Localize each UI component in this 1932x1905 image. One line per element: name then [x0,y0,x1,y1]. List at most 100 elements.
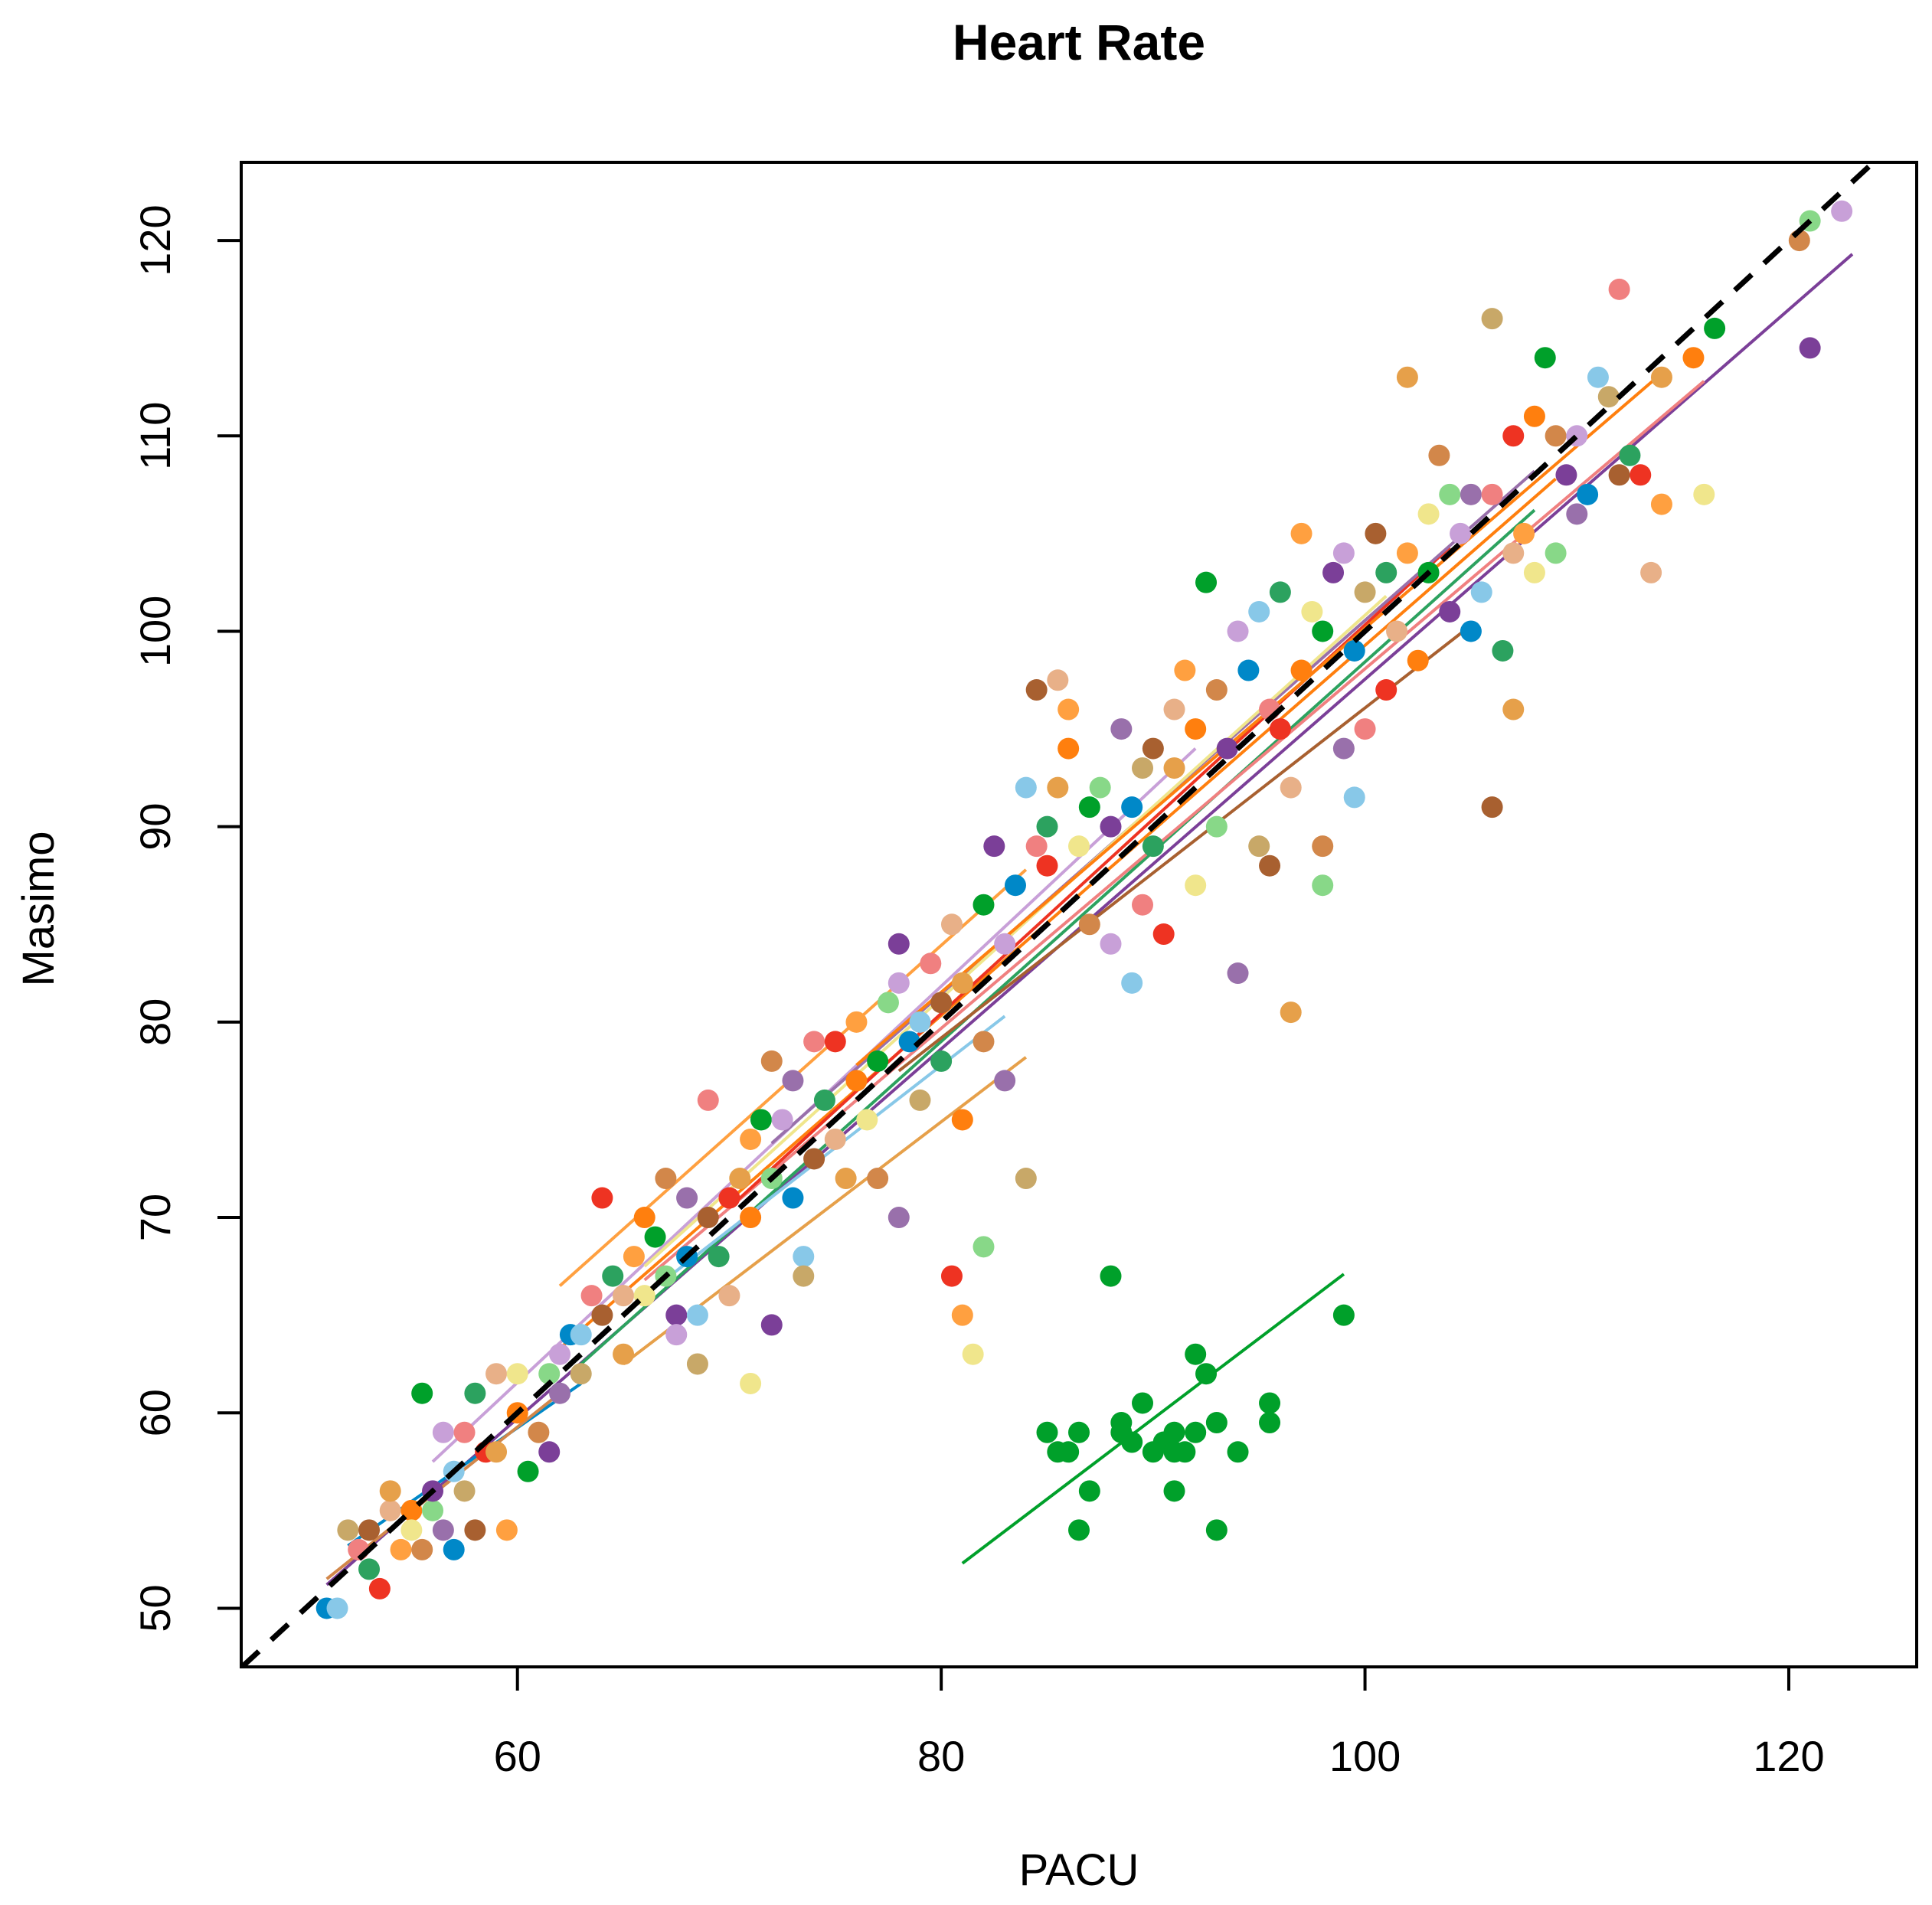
data-point [1428,444,1450,466]
data-point [1068,835,1090,858]
data-point [1100,815,1122,838]
data-point [1078,796,1100,819]
data-point [1492,639,1514,662]
data-point [1078,1480,1100,1502]
y-tick-label: 60 [131,1389,179,1436]
data-point [517,1460,539,1482]
data-point [570,1324,592,1346]
data-point [1417,503,1440,525]
data-point [1205,1412,1228,1434]
data-point [390,1538,412,1560]
x-tick-label: 100 [1329,1732,1401,1780]
data-point [1312,874,1334,897]
data-point [740,1207,762,1229]
data-point [1630,464,1652,486]
data-point [1174,1441,1196,1463]
data-point [1312,620,1334,642]
data-point [824,1031,846,1053]
data-point [1163,1421,1185,1443]
y-axis: 50 60 70 80 90 100 110 120 [131,204,243,1632]
data-point [1460,620,1482,642]
data-point [1481,796,1503,819]
data-point [867,1050,889,1072]
data-point [1799,337,1821,359]
data-point [1036,1421,1058,1443]
data-point [1481,483,1503,505]
data-point [708,1246,730,1268]
data-point [1216,737,1238,760]
data-point [718,1285,740,1307]
data-point [1185,718,1207,740]
data-point [602,1265,624,1287]
data-point [793,1265,815,1287]
data-point [1185,1343,1207,1365]
data-point [686,1353,708,1375]
data-point [528,1421,550,1443]
data-point [400,1499,423,1521]
data-point [1343,639,1365,662]
x-axis: 60 80 100 120 [494,1665,1825,1780]
data-point [580,1285,603,1307]
data-point [1047,669,1069,691]
y-tick-label: 80 [131,998,179,1046]
data-point [1195,1363,1218,1385]
data-point [1332,542,1355,564]
data-point [845,1070,868,1092]
data-point [1058,737,1080,760]
data-point [1534,347,1556,369]
data-point [951,1304,973,1326]
data-point [909,1011,931,1033]
data-point [718,1187,740,1209]
data-point [1068,1519,1090,1541]
data-point [453,1480,476,1502]
data-point [750,1109,772,1131]
data-point [337,1519,359,1541]
data-point [1015,1168,1037,1190]
data-point [623,1246,645,1268]
data-point [464,1382,486,1404]
data-point [782,1187,804,1209]
data-point [888,933,910,955]
data-point [1407,649,1429,671]
data-point [962,1343,984,1365]
data-point [740,1372,762,1394]
data-point [1566,503,1588,525]
x-tick-label: 120 [1753,1732,1824,1780]
data-point [506,1363,528,1385]
data-point [1205,679,1228,701]
data-point [1682,347,1705,369]
data-point [1354,718,1376,740]
data-point [1396,366,1418,388]
data-point [835,1168,857,1190]
data-point [1047,776,1069,799]
data-point [1375,561,1398,583]
data-point [432,1519,454,1541]
data-point [379,1499,401,1521]
data-point [898,1031,920,1053]
data-point [1280,776,1302,799]
data-point [1025,835,1048,858]
data-point [358,1558,381,1580]
data-point [1322,561,1345,583]
data-point [1163,698,1185,721]
data-point [856,1109,878,1131]
data-point [1523,561,1545,583]
subject-fit-line [855,372,1663,1067]
data-point [1089,776,1111,799]
data-point [665,1324,688,1346]
data-point [1396,542,1418,564]
data-point [495,1519,518,1541]
data-point [1121,796,1143,819]
data-point [1142,737,1164,760]
data-point [443,1538,465,1560]
outlier-fit-line [961,1273,1345,1565]
data-point [1608,464,1630,486]
data-point [920,952,942,975]
data-point [1078,913,1100,936]
data-point [485,1363,508,1385]
data-point [1100,933,1122,955]
data-point [1269,581,1291,603]
y-tick-label: 110 [131,402,179,470]
data-point [1831,200,1853,222]
data-point [1332,1304,1355,1326]
